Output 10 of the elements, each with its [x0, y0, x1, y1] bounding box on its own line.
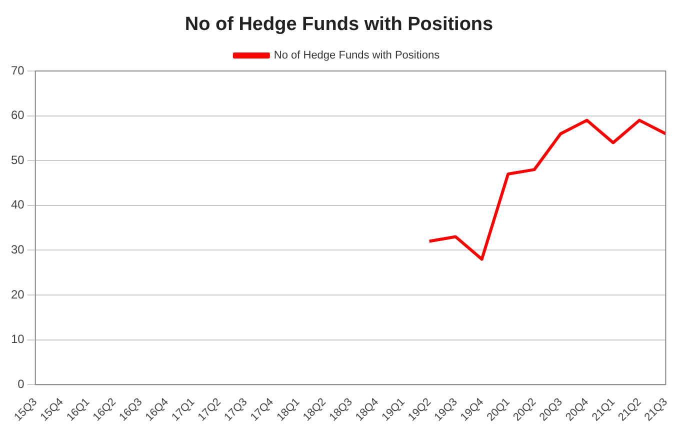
y-tick-label: 40	[10, 198, 25, 212]
y-tick-label: 70	[10, 63, 25, 78]
y-tick-label: 20	[10, 287, 25, 302]
chart-title: No of Hedge Funds with Positions	[184, 14, 494, 36]
y-tick-label: 50	[10, 152, 25, 167]
legend-label: No of Hedge Funds with Positions	[274, 50, 440, 62]
y-tick-label: 60	[10, 108, 25, 122]
y-tick-label: 10	[10, 332, 25, 346]
y-tick-label: 0	[18, 376, 25, 391]
y-tick-label: 30	[10, 242, 25, 257]
